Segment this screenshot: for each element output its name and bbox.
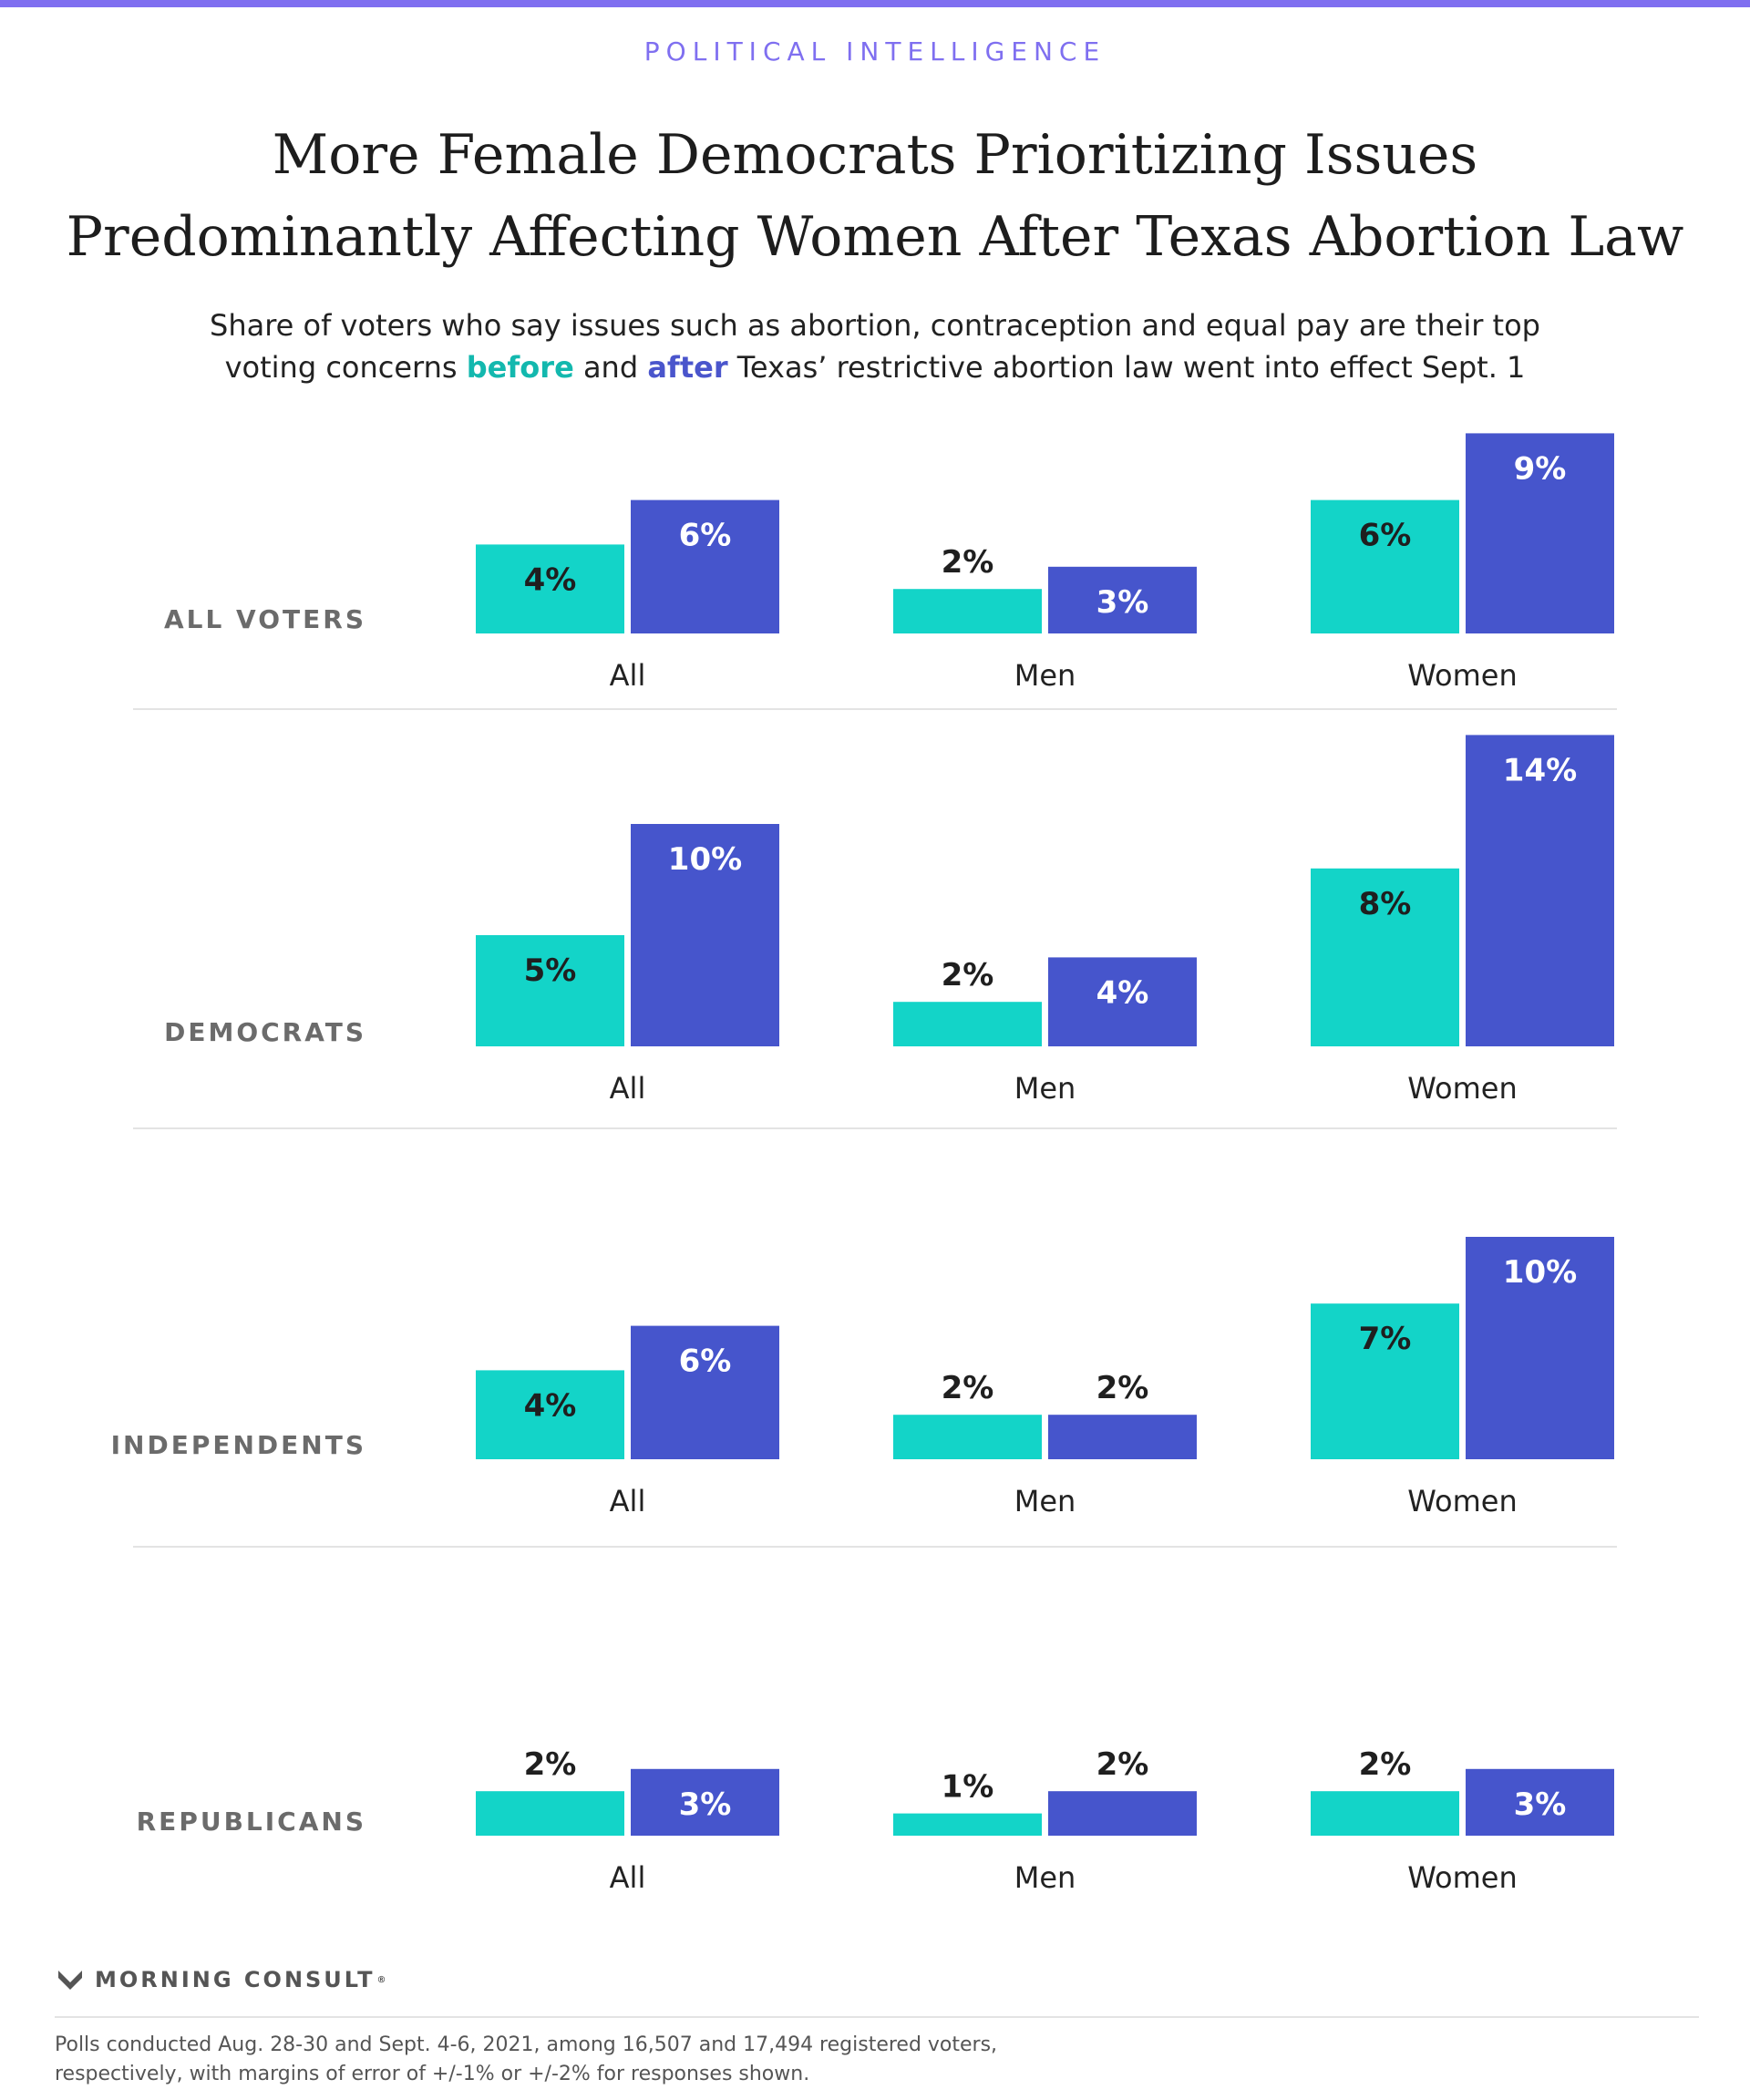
footer-divider <box>55 2016 1699 2018</box>
bar-before <box>893 1415 1042 1459</box>
data-label-after: 10% <box>1503 1254 1577 1291</box>
data-label-before: 2% <box>942 1370 994 1406</box>
bar-before <box>893 589 1042 633</box>
data-label-before: 8% <box>1359 886 1412 922</box>
data-label-before: 2% <box>524 1746 577 1783</box>
bar-before <box>1311 1791 1459 1836</box>
bar-after <box>1048 566 1197 633</box>
data-label-before: 1% <box>942 1769 994 1806</box>
category-label: Women <box>1407 658 1517 693</box>
bar-after <box>631 1325 779 1459</box>
data-label-before: 7% <box>1359 1321 1412 1357</box>
panel-label: INDEPENDENTS <box>111 1430 366 1460</box>
bar-after <box>1048 1791 1197 1836</box>
subtitle-text-mid: and <box>582 350 639 385</box>
panel-label: REPUBLICANS <box>137 1807 366 1837</box>
bar-before <box>476 1791 624 1836</box>
legend-before-label: before <box>466 350 574 385</box>
chart-title-line-1: More Female Democrats Prioritizing Issue… <box>272 123 1478 187</box>
data-label-before: 2% <box>1359 1746 1412 1783</box>
category-label: All <box>610 658 646 693</box>
data-label-before: 6% <box>1359 518 1412 554</box>
morning-consult-logo-icon <box>58 1971 82 1990</box>
bar-after <box>1466 1237 1614 1459</box>
bar-before <box>1311 1303 1459 1459</box>
bar-after <box>1466 735 1614 1046</box>
data-label-after: 3% <box>679 1786 732 1823</box>
brand-name: MORNING CONSULT <box>95 1967 376 1992</box>
data-label-before: 4% <box>524 561 577 598</box>
brand-registered-mark: ® <box>376 1974 389 1985</box>
bar-before <box>1311 499 1459 633</box>
category-label: Women <box>1407 1860 1517 1895</box>
data-label-before: 2% <box>942 544 994 581</box>
data-label-before: 2% <box>942 957 994 993</box>
bar-before <box>476 544 624 633</box>
subtitle-line-2: voting concerns before and after Texas’ … <box>0 346 1750 388</box>
subtitle-text-pre: voting concerns <box>224 350 458 385</box>
chart-subtitle: Share of voters who say issues such as a… <box>0 304 1750 388</box>
bar-after <box>1466 433 1614 633</box>
bar-before <box>476 935 624 1046</box>
bar-after <box>1048 957 1197 1046</box>
source-note-line-1: Polls conducted Aug. 28-30 and Sept. 4-6… <box>55 2033 998 2056</box>
source-note-line-2: respectively, with margins of error of +… <box>55 2063 810 2085</box>
bar-after <box>1466 1768 1614 1836</box>
data-label-before: 4% <box>524 1387 577 1424</box>
chart-title: More Female Democrats Prioritizing Issue… <box>0 114 1750 278</box>
category-label: Men <box>1014 1484 1076 1518</box>
bar-after <box>631 499 779 633</box>
data-label-after: 3% <box>1514 1786 1567 1823</box>
data-label-before: 5% <box>524 952 577 989</box>
data-label-after: 14% <box>1503 752 1577 788</box>
category-label: All <box>610 1484 646 1518</box>
bar-after <box>631 1768 779 1836</box>
category-label: Women <box>1407 1484 1517 1518</box>
category-label: All <box>610 1860 646 1895</box>
data-label-after: 9% <box>1514 450 1567 487</box>
data-label-after: 2% <box>1096 1746 1149 1783</box>
legend-after-label: after <box>647 350 728 385</box>
subtitle-line-1: Share of voters who say issues such as a… <box>210 308 1540 343</box>
subtitle-text-post: Texas’ restrictive abortion law went int… <box>736 350 1526 385</box>
panel-label: ALL VOTERS <box>164 604 366 634</box>
data-label-after: 4% <box>1096 974 1149 1011</box>
bar-before <box>1311 868 1459 1046</box>
bar-before <box>893 1813 1042 1836</box>
bar-after <box>1048 1415 1197 1459</box>
source-note: Polls conducted Aug. 28-30 and Sept. 4-6… <box>55 2031 1240 2089</box>
category-label: Women <box>1407 1071 1517 1106</box>
bar-before <box>476 1370 624 1459</box>
category-label: Men <box>1014 1071 1076 1106</box>
brand-logo: MORNING CONSULT ® <box>57 1967 389 1992</box>
top-accent-bar <box>0 0 1750 7</box>
data-label-after: 2% <box>1096 1370 1149 1406</box>
category-label: Men <box>1014 658 1076 693</box>
chart-title-line-2: Predominantly Affecting Women After Texa… <box>66 205 1684 269</box>
bar-before <box>893 1002 1042 1046</box>
data-label-after: 10% <box>668 841 742 878</box>
bar-after <box>631 824 779 1046</box>
panel-label: DEMOCRATS <box>164 1017 366 1047</box>
category-label: All <box>610 1071 646 1106</box>
data-label-after: 6% <box>679 518 732 554</box>
data-label-after: 3% <box>1096 584 1149 621</box>
data-label-after: 6% <box>679 1343 732 1380</box>
section-kicker: POLITICAL INTELLIGENCE <box>643 36 1107 67</box>
category-label: Men <box>1014 1860 1076 1895</box>
